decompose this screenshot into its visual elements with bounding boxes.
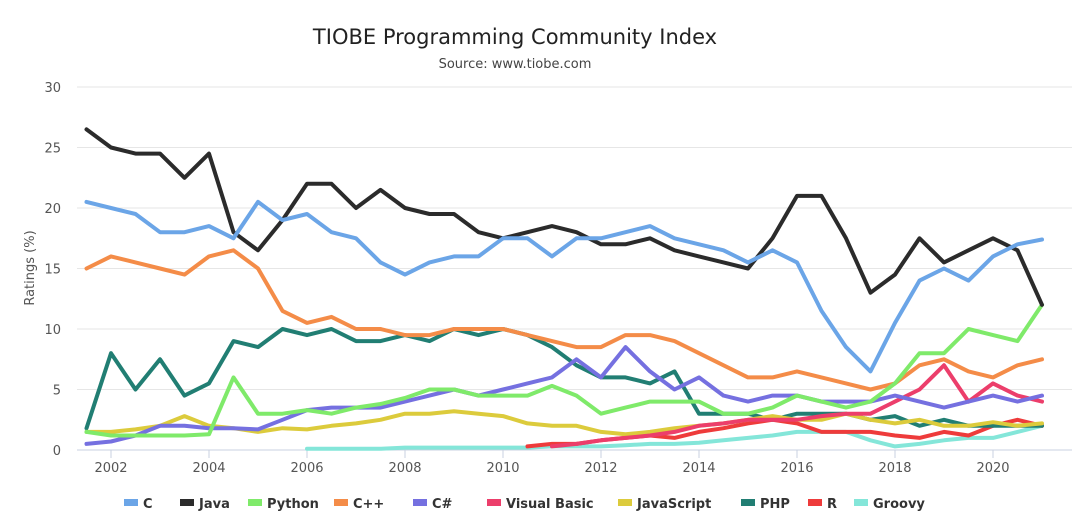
- x-tick-label: 2002: [94, 461, 127, 476]
- legend-item: Groovy: [854, 497, 925, 512]
- series-line-c-: [84, 248, 1044, 392]
- legend-label: C: [143, 497, 153, 512]
- series-line-c: [84, 199, 1044, 374]
- series-line-c-: [84, 345, 1044, 446]
- legend-swatch: [334, 499, 348, 506]
- legend-label: C++: [353, 497, 384, 512]
- series-line-javascript: [84, 409, 1044, 437]
- legend-item: Python: [248, 497, 319, 512]
- legend-item: C#: [413, 497, 453, 512]
- legend-swatch: [487, 499, 501, 506]
- chart-subtitle: Source: www.tiobe.com: [439, 57, 592, 72]
- legend-item: Visual Basic: [487, 497, 594, 512]
- legend-label: R: [827, 497, 837, 512]
- x-tick-label: 2004: [192, 461, 225, 476]
- x-tick-label: 2018: [878, 461, 911, 476]
- x-axis-ticks: 2002 2004 2006 2008 2010 2012 2014 2016 2018 2020: [94, 450, 1010, 476]
- legend-label: Python: [267, 497, 319, 512]
- legend-label: JavaScript: [636, 497, 711, 512]
- legend-swatch: [618, 499, 632, 506]
- y-tick-label: 10: [44, 323, 61, 338]
- legend-label: PHP: [760, 497, 790, 512]
- series-line-groovy: [305, 423, 1044, 451]
- legend-item: JavaScript: [618, 497, 711, 512]
- series-line-visual-basic: [550, 363, 1044, 449]
- y-tick-label: 5: [53, 384, 61, 399]
- x-tick-label: 2014: [682, 461, 715, 476]
- y-tick-label: 30: [44, 81, 61, 96]
- y-tick-label: 25: [44, 142, 61, 157]
- series-line-python: [84, 302, 1044, 438]
- legend-item: R: [808, 497, 837, 512]
- legend-swatch: [413, 499, 427, 506]
- y-tick-label: 15: [44, 263, 61, 278]
- x-tick-label: 2010: [486, 461, 519, 476]
- chart-title: TIOBE Programming Community Index: [312, 25, 717, 49]
- legend-label: Groovy: [873, 497, 925, 512]
- legend-item: C: [124, 497, 153, 512]
- legend-swatch: [124, 499, 138, 506]
- legend: C Java Python C++ C# Visual Basic JavaScript PH…: [124, 497, 925, 512]
- y-tick-label: 0: [53, 444, 61, 459]
- x-tick-label: 2016: [780, 461, 813, 476]
- y-axis-ticks: 0 5 10 15 20 25 30: [44, 81, 61, 459]
- legend-swatch: [808, 499, 822, 506]
- legend-label: Visual Basic: [506, 497, 594, 512]
- x-tick-label: 2006: [290, 461, 323, 476]
- legend-label: C#: [432, 497, 453, 512]
- legend-label: Java: [198, 497, 230, 512]
- legend-item: C++: [334, 497, 384, 512]
- legend-item: Java: [180, 497, 230, 512]
- legend-swatch: [248, 499, 262, 506]
- x-tick-label: 2012: [584, 461, 617, 476]
- legend-swatch: [741, 499, 755, 506]
- legend-item: PHP: [741, 497, 790, 512]
- legend-swatch: [854, 499, 868, 506]
- series-lines: [84, 127, 1044, 451]
- series-line-php: [84, 327, 1044, 431]
- series-line-java: [84, 127, 1044, 307]
- y-tick-label: 20: [44, 202, 61, 217]
- x-tick-label: 2020: [976, 461, 1009, 476]
- x-tick-label: 2008: [388, 461, 421, 476]
- legend-swatch: [180, 499, 194, 506]
- y-axis-label: Ratings (%): [23, 230, 38, 305]
